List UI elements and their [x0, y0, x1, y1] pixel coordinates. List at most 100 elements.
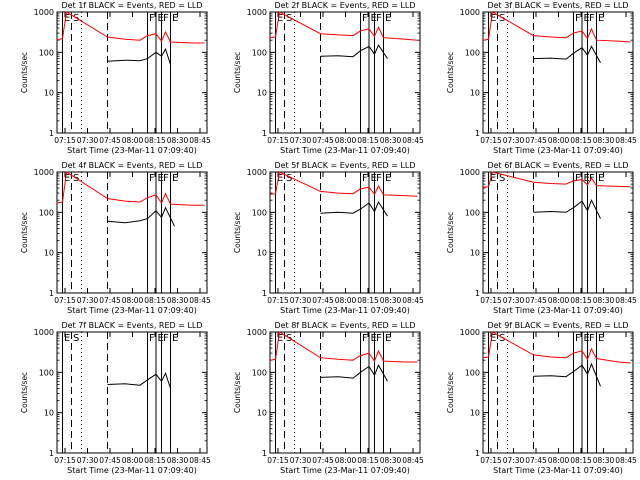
y-tick-label: 100 [39, 48, 54, 57]
series-line-lld [482, 11, 631, 43]
y-tick-label: 10 [257, 89, 267, 98]
chart-title: Det 6f BLACK = Events, RED = LLD [487, 161, 628, 170]
x-tick-label: 08:00 [335, 136, 357, 145]
chart-title: Det 8f BLACK = Events, RED = LLD [274, 321, 415, 330]
x-tick-label: 08:00 [548, 456, 570, 465]
x-axis-label: Start Time (23-Mar-11 07:09:40) [493, 306, 623, 315]
x-tick-label: 07:15 [480, 136, 502, 145]
event-marker-label: F [589, 13, 595, 24]
panel-7: Det 7f BLACK = Events, RED = LLD 1 10 100 10… [20, 321, 211, 475]
x-tick-label: 08:00 [548, 296, 570, 305]
x-tick-label: 07:30 [77, 296, 99, 305]
event-marker-label: E [598, 13, 604, 24]
x-tick-label: 07:15 [267, 296, 289, 305]
x-tick-label: 08:15 [570, 296, 592, 305]
event-marker-label: E [385, 173, 391, 184]
x-tick-label: 07:15 [54, 296, 76, 305]
event-marker-label: E [490, 13, 496, 24]
panel-1: Det 1f BLACK = Events, RED = LLD 1 10 100 10… [20, 1, 211, 155]
panel-5: Det 5f BLACK = Events, RED = LLD 1 10 100 10… [233, 161, 424, 315]
x-tick-label: 08:15 [570, 136, 592, 145]
x-tick-label: 08:45 [189, 136, 211, 145]
y-axis-label: Counts/sec [20, 52, 29, 93]
y-tick-label: 1 [49, 289, 54, 298]
event-marker-label: E [172, 333, 178, 344]
event-marker-label: E [385, 13, 391, 24]
panel-2: Det 2f BLACK = Events, RED = LLD 1 10 100 10… [233, 1, 424, 155]
event-marker-label: E [158, 173, 164, 184]
y-tick-label: 1 [475, 129, 480, 138]
y-tick-label: 100 [252, 368, 267, 377]
x-tick-label: 08:15 [144, 136, 166, 145]
x-tick-label: 07:30 [77, 136, 99, 145]
y-tick-label: 1000 [247, 8, 267, 17]
x-tick-label: 08:00 [122, 456, 144, 465]
y-tick-label: 10 [44, 249, 54, 258]
y-axis-label: Counts/sec [446, 212, 455, 253]
plot-frame [269, 11, 421, 134]
event-marker-label: F [362, 13, 368, 24]
x-tick-label: 08:45 [402, 456, 424, 465]
panel-8: Det 8f BLACK = Events, RED = LLD 1 10 100 10… [233, 321, 424, 475]
x-tick-label: 08:30 [593, 136, 615, 145]
x-tick-label: 08:45 [615, 456, 637, 465]
series-line-lld [269, 331, 418, 363]
x-tick-label: 07:45 [312, 136, 334, 145]
x-axis-label: Start Time (23-Mar-11 07:09:40) [67, 466, 197, 475]
x-tick-label: 07:30 [77, 456, 99, 465]
event-marker-label: E [277, 173, 283, 184]
event-marker-label: E [158, 13, 164, 24]
event-marker-label: S [499, 333, 505, 344]
event-marker-label: E [385, 333, 391, 344]
chart-title: Det 3f BLACK = Events, RED = LLD [487, 1, 628, 10]
y-tick-label: 1000 [34, 8, 54, 17]
y-tick-label: 10 [44, 409, 54, 418]
x-tick-label: 08:30 [380, 456, 402, 465]
y-tick-label: 10 [257, 249, 267, 258]
x-tick-label: 08:00 [122, 136, 144, 145]
y-axis-label: Counts/sec [233, 212, 242, 253]
y-tick-label: 1 [49, 449, 54, 458]
plot-frame [482, 11, 634, 134]
plot-frame [269, 171, 421, 294]
y-tick-label: 1000 [460, 168, 480, 177]
plot-frame [56, 11, 208, 134]
y-tick-label: 1 [262, 289, 267, 298]
series-line-lld [482, 171, 631, 188]
x-tick-label: 08:30 [593, 456, 615, 465]
y-tick-label: 1 [475, 289, 480, 298]
x-tick-label: 08:15 [144, 456, 166, 465]
series-line-lld [56, 11, 205, 44]
x-axis-label: Start Time (23-Mar-11 07:09:40) [280, 146, 410, 155]
event-marker-label: E [371, 173, 377, 184]
series-line-events [107, 371, 171, 389]
event-marker-label: E [64, 173, 70, 184]
event-marker-label: E [584, 13, 590, 24]
panel-6: Det 6f BLACK = Events, RED = LLD 1 10 100 10… [446, 161, 637, 315]
event-marker-label: E [277, 13, 283, 24]
y-tick-label: 100 [39, 368, 54, 377]
x-tick-label: 08:30 [167, 296, 189, 305]
x-tick-label: 08:15 [357, 456, 379, 465]
event-marker-label: F [362, 173, 368, 184]
y-tick-label: 1000 [34, 168, 54, 177]
x-tick-label: 08:30 [167, 136, 189, 145]
series-line-events [533, 198, 601, 219]
y-tick-label: 1000 [247, 328, 267, 337]
x-tick-label: 07:45 [99, 296, 121, 305]
x-tick-label: 07:15 [54, 136, 76, 145]
event-marker-label: F [376, 173, 382, 184]
series-line-events [533, 45, 601, 64]
y-tick-label: 100 [465, 208, 480, 217]
series-line-events [320, 44, 388, 59]
x-tick-label: 08:30 [380, 136, 402, 145]
event-marker-label: E [598, 173, 604, 184]
series-line-lld [56, 171, 205, 206]
plot-frame [56, 331, 208, 454]
event-marker-label: F [163, 173, 169, 184]
x-tick-label: 07:45 [312, 456, 334, 465]
x-tick-label: 07:45 [525, 456, 547, 465]
y-tick-label: 1000 [460, 328, 480, 337]
event-marker-label: E [371, 13, 377, 24]
